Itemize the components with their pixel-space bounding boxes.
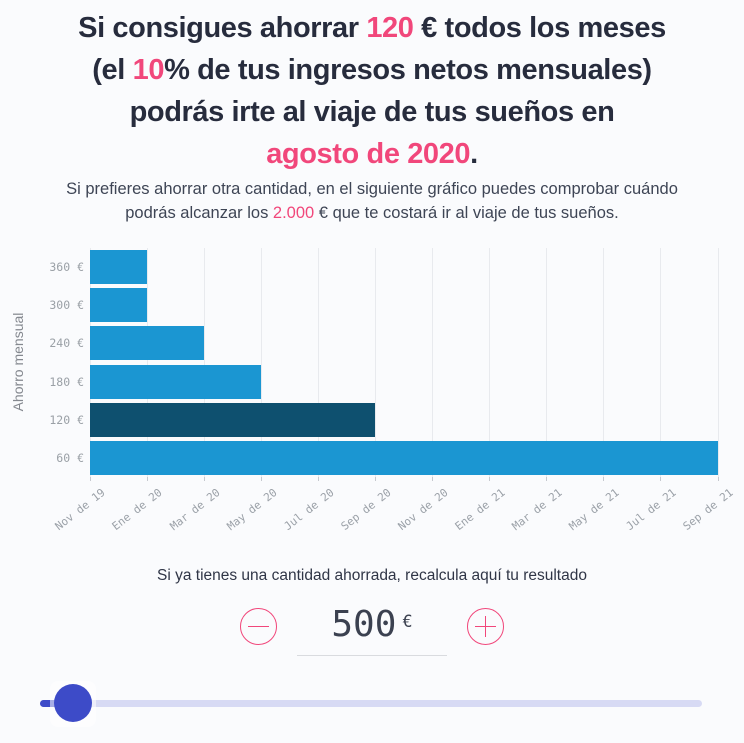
gridline (603, 248, 605, 477)
x-axis-tick (89, 477, 91, 481)
gridline (260, 248, 262, 477)
gridline (717, 248, 719, 477)
gridline (432, 248, 434, 477)
chart-row (90, 363, 718, 401)
gridline (89, 248, 91, 477)
y-axis-label: 300 € (49, 298, 84, 313)
gridline (489, 248, 491, 477)
y-axis-label: 240 € (49, 336, 84, 351)
gridline (203, 248, 205, 477)
gridline (146, 248, 148, 477)
x-axis-label: Nov de 19 (53, 486, 109, 533)
currency-symbol: € (402, 612, 413, 632)
plus-icon (475, 616, 496, 637)
decrease-button[interactable] (240, 608, 277, 645)
chart-row (90, 324, 718, 362)
x-axis-tick (317, 477, 319, 481)
headline-income-percent: 10 (132, 54, 165, 86)
headline: Si consigues ahorrar 120 € todos los mes… (0, 7, 744, 175)
chart-row (90, 286, 718, 324)
chart-bar (90, 326, 205, 361)
y-axis-labels: 360 € 300 € 240 € 180 € 120 € 60 € (0, 248, 84, 477)
x-axis-tick (260, 477, 262, 481)
saved-amount-value: 500 (331, 604, 397, 645)
y-axis-label: 360 € (49, 260, 84, 275)
x-axis-tick (432, 477, 434, 481)
subtitle-text: € que te costará ir al viaje de tus sueñ… (314, 204, 619, 222)
x-axis-tick (660, 477, 662, 481)
bar-rows (90, 248, 718, 477)
headline-text: Si consigues ahorrar (78, 12, 367, 44)
x-axis-label: Sep de 21 (681, 486, 737, 533)
x-axis-tick (146, 477, 148, 481)
increase-button[interactable] (467, 608, 504, 645)
slider-track[interactable] (40, 699, 702, 707)
x-axis-tick (489, 477, 491, 481)
x-axis-label: Jul de 20 (281, 486, 337, 533)
x-axis-tick (603, 477, 605, 481)
headline-target-date: agosto de 2020 (266, 138, 471, 170)
x-axis-tick (546, 477, 548, 481)
x-axis-label: May de 20 (224, 486, 280, 533)
savings-bar-chart: Ahorro mensual 360 €300 €240 €180 €120 €… (0, 248, 744, 548)
y-axis-label: 120 € (49, 412, 84, 427)
gridline (374, 248, 376, 477)
subtitle-text: podrás alcanzar los (125, 204, 273, 222)
headline-line-1: Si consigues ahorrar 120 € todos los mes… (78, 12, 666, 44)
chart-row (90, 401, 718, 439)
x-axis-label: Ene de 21 (452, 486, 508, 533)
gridline (317, 248, 319, 477)
saved-amount-stepper: 500 € (0, 604, 744, 656)
chart-bar (90, 288, 148, 323)
subtitle-goal-amount: 2.000 (272, 204, 315, 222)
chart-row (90, 248, 718, 286)
headline-text: (el (92, 54, 133, 86)
y-axis-label: 60 € (56, 450, 84, 465)
x-axis-label: Nov de 20 (395, 486, 451, 533)
subtitle-line-1: Si prefieres ahorrar otra cantidad, en e… (66, 180, 678, 198)
saved-amount-slider[interactable] (40, 681, 702, 727)
headline-line-3: podrás irte al viaje de tus sueños en (129, 96, 615, 128)
subtitle-line-2: podrás alcanzar los 2.000 € que te costa… (125, 204, 618, 222)
x-axis-label: Mar de 20 (167, 486, 223, 533)
gridline (546, 248, 548, 477)
headline-text: % de tus ingresos netos mensuales) (164, 54, 652, 86)
headline-text: € todos los meses (413, 12, 666, 44)
recalc-label: Si ya tienes una cantidad ahorrada, reca… (157, 567, 587, 584)
headline-line-2: (el 10% de tus ingresos netos mensuales) (92, 54, 652, 86)
x-axis-label: May de 21 (566, 486, 622, 533)
chart-bar (90, 440, 718, 475)
x-axis-label: Ene de 20 (110, 486, 166, 533)
chart-bar (90, 402, 376, 437)
chart-plot-area: Nov de 19 Ene de 20 Mar de 20 May de 20 Jul … (53, 248, 736, 533)
y-axis-label: 180 € (49, 374, 84, 389)
headline-line-4: agosto de 2020. (266, 138, 478, 170)
slider-handle[interactable] (54, 684, 93, 722)
saved-amount-field[interactable]: 500 € (297, 604, 447, 656)
headline-monthly-amount: 120 (366, 12, 414, 44)
x-axis-tick (717, 477, 719, 481)
chart-bar (90, 364, 262, 399)
minus-icon (248, 616, 269, 637)
chart-bar (90, 250, 148, 285)
x-axis-label: Jul de 21 (623, 486, 679, 533)
x-axis-tick (203, 477, 205, 481)
subtitle: Si prefieres ahorrar otra cantidad, en e… (0, 177, 744, 225)
gridline (660, 248, 662, 477)
x-axis-tick (374, 477, 376, 481)
chart-row (90, 439, 718, 477)
headline-text: . (470, 138, 478, 170)
x-axis-label: Mar de 21 (509, 486, 565, 533)
x-axis-label: Sep de 20 (338, 486, 394, 533)
